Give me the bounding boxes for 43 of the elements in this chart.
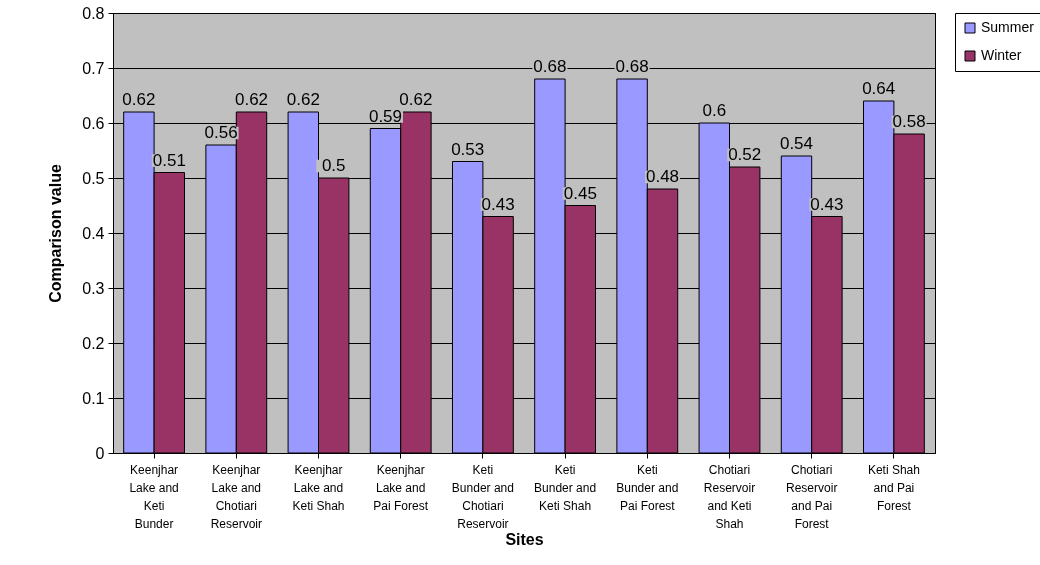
data-label: 0.62 (122, 90, 156, 109)
y-tick-label: 0 (95, 444, 105, 462)
data-label: 0.58 (892, 112, 926, 131)
data-label: 0.62 (399, 90, 433, 109)
x-axis-title: Sites (505, 530, 544, 548)
data-label: 0.59 (368, 106, 403, 126)
y-axis-title: Comparison value (47, 164, 65, 303)
data-label: 0.43 (481, 194, 515, 214)
data-label: 0.6 (702, 101, 727, 120)
y-tick-label: 0.7 (82, 59, 105, 77)
x-tick-label: Keti Bunder and Chotiari Reservoir (451, 462, 514, 531)
legend-label: Summer (981, 19, 1035, 35)
x-tick-label: Chotiari Reservoir and Keti Shah (703, 462, 756, 531)
x-tick-label: Keenjhar Lake and Keti Bunder (129, 462, 179, 531)
x-tick-label: Keenjhar Lake and Keti Shah (292, 462, 345, 513)
data-label: 0.48 (645, 167, 680, 186)
data-label: 0.64 (862, 79, 896, 98)
y-tick-label: 0.4 (82, 224, 105, 242)
data-label: 0.62 (234, 90, 269, 109)
data-label: 0.51 (152, 150, 186, 170)
data-label: 0.54 (779, 134, 814, 153)
legend-label: Winter (981, 47, 1022, 63)
x-tick-label: Keti Shah and Pai Forest (867, 462, 920, 513)
data-label: 0.62 (286, 90, 320, 109)
data-label: 0.68 (615, 57, 649, 76)
y-tick-label: 0.2 (82, 334, 105, 352)
y-tick-label: 0.3 (82, 279, 105, 297)
y-tick-label: 0.1 (82, 389, 105, 407)
data-label: 0.45 (563, 183, 597, 203)
data-label: 0.43 (810, 194, 844, 214)
x-tick-label: Keenjhar Lake and Pai Forest (373, 462, 429, 513)
data-label: 0.56 (204, 123, 238, 142)
data-label: 0.52 (728, 145, 762, 164)
data-label: 0.53 (451, 139, 485, 159)
y-tick-label: 0.5 (82, 169, 105, 187)
x-tick-label: Chotiari Reservoir and Pai Forest (786, 462, 838, 531)
x-tick-label: Keti Bunder and Keti Shah (534, 462, 597, 513)
y-tick-label: 0.8 (82, 4, 105, 22)
x-tick-label: Keti Bunder and Pai Forest (616, 462, 679, 513)
y-tick-label: 0.6 (82, 114, 105, 132)
data-label: 0.5 (321, 156, 346, 175)
data-label: 0.68 (533, 57, 567, 76)
x-tick-label: Keenjhar Lake and Chotiari Reservoir (210, 462, 262, 531)
